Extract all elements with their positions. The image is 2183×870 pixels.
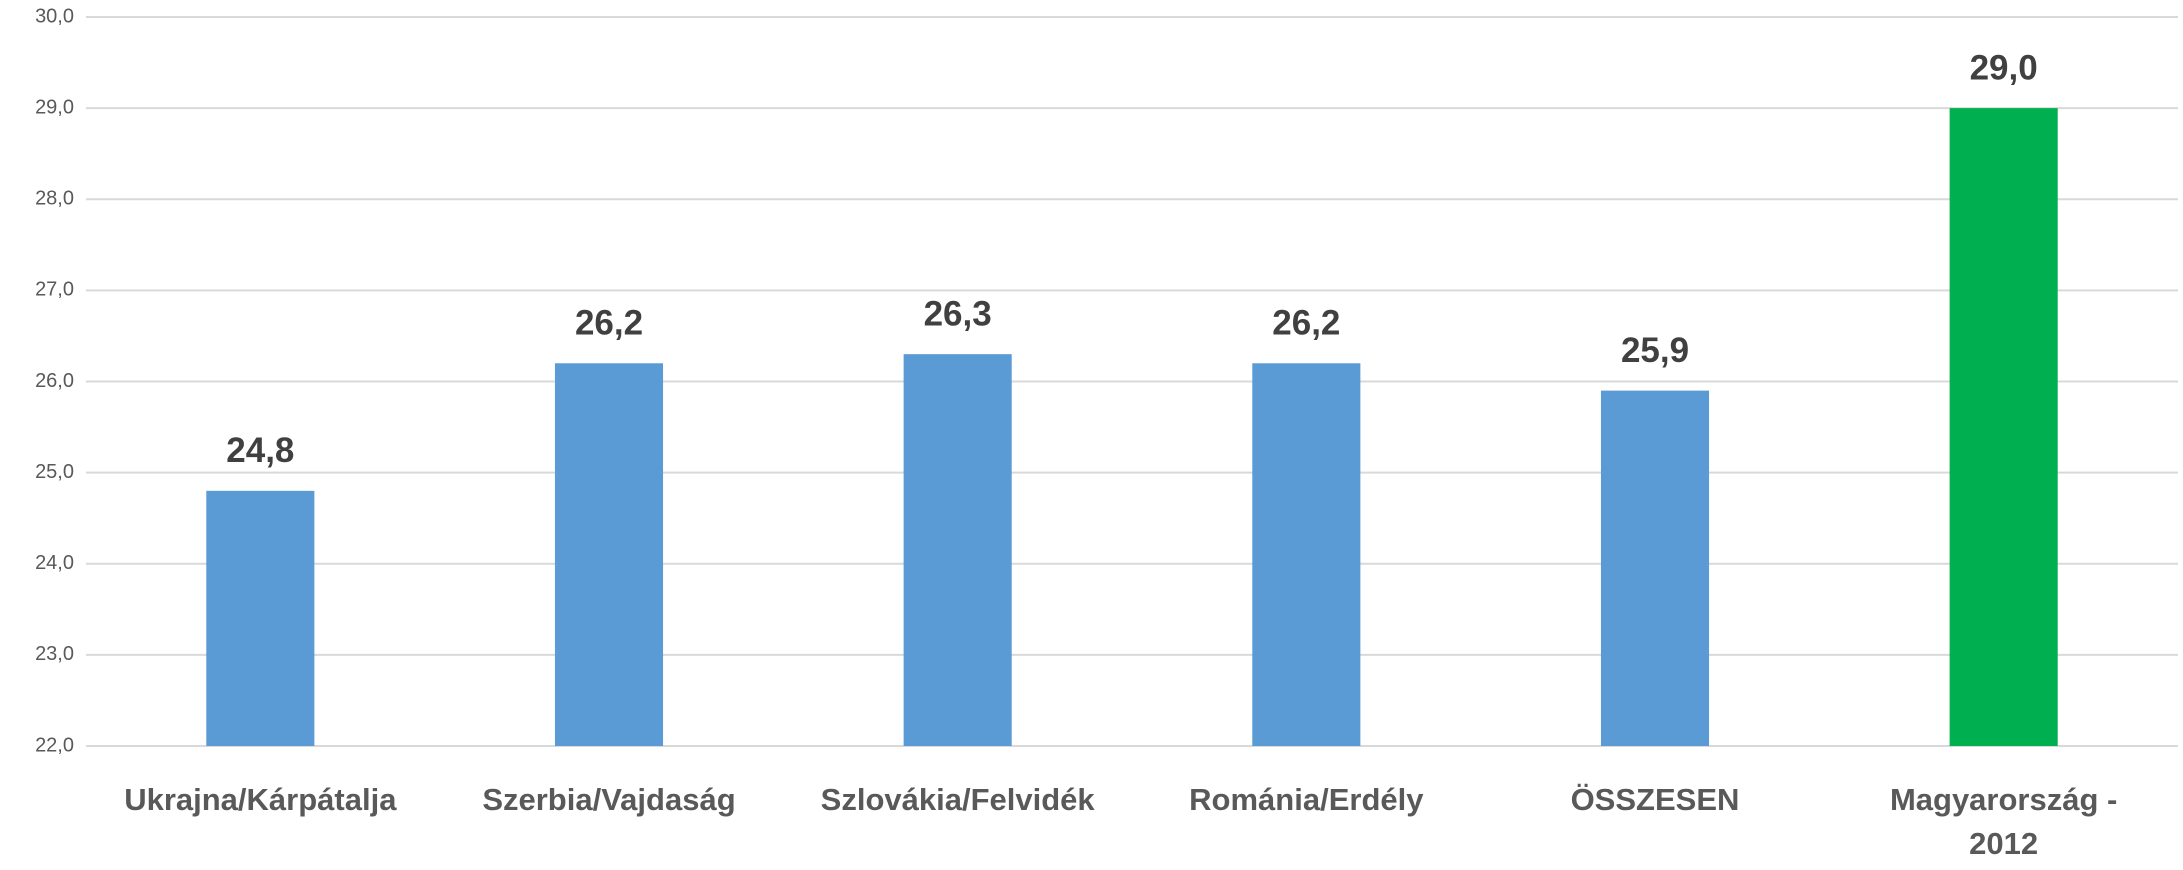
data-label: 26,2 [1272,304,1340,343]
x-tick-label: Szlovákia/Felvidék [820,782,1095,817]
y-tick-label: 28,0 [35,188,74,210]
data-label: 26,2 [575,304,643,343]
y-tick-label: 22,0 [35,734,74,756]
bar [1949,108,2058,746]
bar [1600,390,1710,746]
y-tick-label: 27,0 [35,279,74,301]
x-tick-label: Szerbia/Vajdaság [482,782,736,817]
data-label: 29,0 [1970,48,2038,87]
x-tick-label: Románia/Erdély [1189,782,1424,817]
bar [206,490,315,746]
data-label: 24,8 [226,431,294,470]
y-tick-label: 26,0 [35,370,74,392]
bar [1252,363,1361,746]
x-tick-label: Magyarország - 2012 [1889,782,2118,861]
bar [903,354,1012,746]
y-tick-label: 30,0 [35,5,74,27]
y-tick-label: 24,0 [35,552,74,574]
x-tick-label: ÖSSZESEN [1570,782,1740,817]
data-label: 26,3 [924,294,992,333]
data-label: 25,9 [1621,331,1689,370]
bar [554,363,664,746]
x-tick-label: Ukrajna/Kárpátalja [124,782,397,817]
y-tick-label: 25,0 [35,461,74,483]
y-tick-label: 23,0 [35,643,74,665]
y-tick-label: 29,0 [35,96,74,118]
